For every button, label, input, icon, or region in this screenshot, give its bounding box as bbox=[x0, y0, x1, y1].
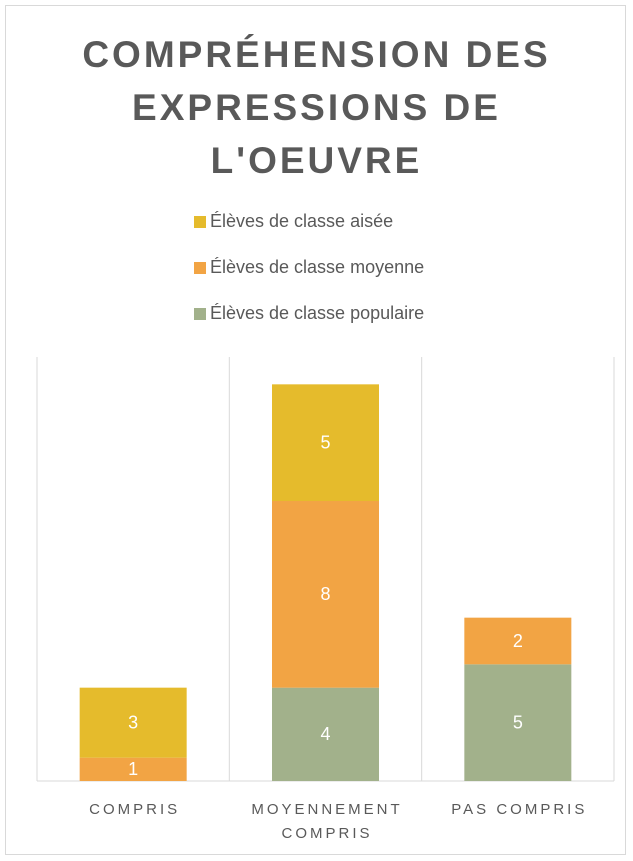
data-label: 2 bbox=[513, 631, 523, 651]
legend-swatch bbox=[194, 216, 206, 228]
bar-segment bbox=[464, 617, 572, 665]
x-tick-label: MOYENNEMENT COMPRIS bbox=[251, 801, 403, 842]
bar-segment bbox=[272, 501, 379, 688]
data-label: 8 bbox=[320, 584, 330, 604]
data-label: 5 bbox=[320, 432, 330, 452]
legend-swatch bbox=[194, 308, 206, 320]
bar-segment bbox=[464, 664, 572, 781]
data-label: 1 bbox=[128, 759, 138, 779]
bar-segment bbox=[272, 687, 379, 781]
data-label: 4 bbox=[320, 724, 330, 744]
legend-label: Élèves de classe moyenne bbox=[210, 257, 424, 277]
legend-label: Élèves de classe populaire bbox=[210, 303, 424, 323]
bar-segment bbox=[272, 384, 379, 501]
bar-segment bbox=[79, 757, 187, 781]
x-tick-label: PAS COMPRIS bbox=[451, 801, 588, 818]
legend-swatch bbox=[194, 262, 206, 274]
chart-title: COMPRÉHENSION DES EXPRESSIONS DE L'OEUVR… bbox=[82, 34, 551, 181]
data-label: 3 bbox=[128, 712, 138, 732]
legend-label: Élèves de classe aisée bbox=[210, 211, 393, 231]
x-tick-label: COMPRIS bbox=[89, 801, 181, 818]
chart-frame bbox=[5, 5, 626, 855]
data-label: 5 bbox=[513, 712, 523, 732]
bar-segment bbox=[79, 687, 187, 758]
